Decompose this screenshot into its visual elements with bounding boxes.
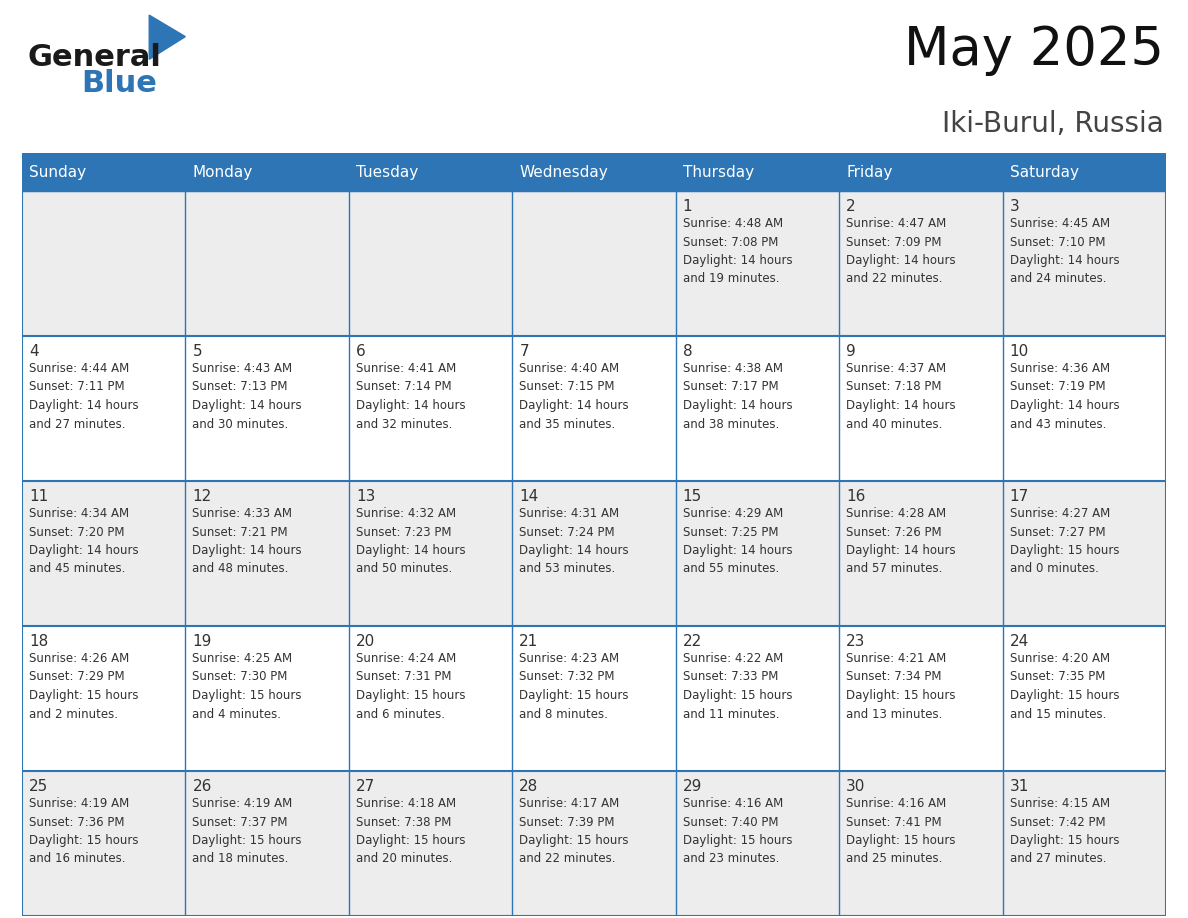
Text: Sunrise: 4:40 AM
Sunset: 7:15 PM
Daylight: 14 hours
and 35 minutes.: Sunrise: 4:40 AM Sunset: 7:15 PM Dayligh… <box>519 362 628 431</box>
Text: 14: 14 <box>519 489 538 504</box>
Text: Sunrise: 4:21 AM
Sunset: 7:34 PM
Daylight: 15 hours
and 13 minutes.: Sunrise: 4:21 AM Sunset: 7:34 PM Dayligh… <box>846 652 955 721</box>
Text: 10: 10 <box>1010 344 1029 359</box>
Text: 25: 25 <box>29 779 49 794</box>
Text: 2: 2 <box>846 199 855 214</box>
Text: 26: 26 <box>192 779 211 794</box>
Text: 5: 5 <box>192 344 202 359</box>
Text: Sunrise: 4:19 AM
Sunset: 7:37 PM
Daylight: 15 hours
and 18 minutes.: Sunrise: 4:19 AM Sunset: 7:37 PM Dayligh… <box>192 797 302 866</box>
Text: Sunrise: 4:36 AM
Sunset: 7:19 PM
Daylight: 14 hours
and 43 minutes.: Sunrise: 4:36 AM Sunset: 7:19 PM Dayligh… <box>1010 362 1119 431</box>
Text: Monday: Monday <box>192 164 253 180</box>
Text: 27: 27 <box>356 779 375 794</box>
Text: Sunrise: 4:37 AM
Sunset: 7:18 PM
Daylight: 14 hours
and 40 minutes.: Sunrise: 4:37 AM Sunset: 7:18 PM Dayligh… <box>846 362 956 431</box>
Text: Saturday: Saturday <box>1010 164 1079 180</box>
Text: Sunday: Sunday <box>29 164 86 180</box>
Text: May 2025: May 2025 <box>904 24 1164 76</box>
Text: 20: 20 <box>356 634 375 649</box>
Text: Sunrise: 4:22 AM
Sunset: 7:33 PM
Daylight: 15 hours
and 11 minutes.: Sunrise: 4:22 AM Sunset: 7:33 PM Dayligh… <box>683 652 792 721</box>
Text: Sunrise: 4:44 AM
Sunset: 7:11 PM
Daylight: 14 hours
and 27 minutes.: Sunrise: 4:44 AM Sunset: 7:11 PM Dayligh… <box>29 362 139 431</box>
Text: Sunrise: 4:16 AM
Sunset: 7:41 PM
Daylight: 15 hours
and 25 minutes.: Sunrise: 4:16 AM Sunset: 7:41 PM Dayligh… <box>846 797 955 866</box>
Text: Sunrise: 4:31 AM
Sunset: 7:24 PM
Daylight: 14 hours
and 53 minutes.: Sunrise: 4:31 AM Sunset: 7:24 PM Dayligh… <box>519 507 628 576</box>
Text: Sunrise: 4:48 AM
Sunset: 7:08 PM
Daylight: 14 hours
and 19 minutes.: Sunrise: 4:48 AM Sunset: 7:08 PM Dayligh… <box>683 217 792 285</box>
Text: Sunrise: 4:27 AM
Sunset: 7:27 PM
Daylight: 15 hours
and 0 minutes.: Sunrise: 4:27 AM Sunset: 7:27 PM Dayligh… <box>1010 507 1119 576</box>
Text: 31: 31 <box>1010 779 1029 794</box>
Bar <box>23 626 1165 771</box>
Bar <box>23 771 1165 916</box>
Text: Sunrise: 4:28 AM
Sunset: 7:26 PM
Daylight: 14 hours
and 57 minutes.: Sunrise: 4:28 AM Sunset: 7:26 PM Dayligh… <box>846 507 956 576</box>
Text: 17: 17 <box>1010 489 1029 504</box>
Text: Wednesday: Wednesday <box>519 164 608 180</box>
Bar <box>23 153 1165 191</box>
Text: Sunrise: 4:25 AM
Sunset: 7:30 PM
Daylight: 15 hours
and 4 minutes.: Sunrise: 4:25 AM Sunset: 7:30 PM Dayligh… <box>192 652 302 721</box>
Text: 29: 29 <box>683 779 702 794</box>
Bar <box>23 336 1165 481</box>
Text: 19: 19 <box>192 634 211 649</box>
Polygon shape <box>150 15 185 60</box>
Text: 4: 4 <box>29 344 39 359</box>
Text: Tuesday: Tuesday <box>356 164 418 180</box>
Text: 7: 7 <box>519 344 529 359</box>
Text: Sunrise: 4:17 AM
Sunset: 7:39 PM
Daylight: 15 hours
and 22 minutes.: Sunrise: 4:17 AM Sunset: 7:39 PM Dayligh… <box>519 797 628 866</box>
Text: 12: 12 <box>192 489 211 504</box>
Text: Sunrise: 4:23 AM
Sunset: 7:32 PM
Daylight: 15 hours
and 8 minutes.: Sunrise: 4:23 AM Sunset: 7:32 PM Dayligh… <box>519 652 628 721</box>
Bar <box>23 191 1165 336</box>
Text: Sunrise: 4:47 AM
Sunset: 7:09 PM
Daylight: 14 hours
and 22 minutes.: Sunrise: 4:47 AM Sunset: 7:09 PM Dayligh… <box>846 217 956 285</box>
Text: 6: 6 <box>356 344 366 359</box>
Text: 18: 18 <box>29 634 49 649</box>
Text: 16: 16 <box>846 489 866 504</box>
Text: 9: 9 <box>846 344 855 359</box>
Text: 11: 11 <box>29 489 49 504</box>
Text: Sunrise: 4:24 AM
Sunset: 7:31 PM
Daylight: 15 hours
and 6 minutes.: Sunrise: 4:24 AM Sunset: 7:31 PM Dayligh… <box>356 652 466 721</box>
Text: Sunrise: 4:33 AM
Sunset: 7:21 PM
Daylight: 14 hours
and 48 minutes.: Sunrise: 4:33 AM Sunset: 7:21 PM Dayligh… <box>192 507 302 576</box>
Text: Sunrise: 4:32 AM
Sunset: 7:23 PM
Daylight: 14 hours
and 50 minutes.: Sunrise: 4:32 AM Sunset: 7:23 PM Dayligh… <box>356 507 466 576</box>
Text: Sunrise: 4:18 AM
Sunset: 7:38 PM
Daylight: 15 hours
and 20 minutes.: Sunrise: 4:18 AM Sunset: 7:38 PM Dayligh… <box>356 797 466 866</box>
Text: 28: 28 <box>519 779 538 794</box>
Text: Sunrise: 4:45 AM
Sunset: 7:10 PM
Daylight: 14 hours
and 24 minutes.: Sunrise: 4:45 AM Sunset: 7:10 PM Dayligh… <box>1010 217 1119 285</box>
Text: Iki-Burul, Russia: Iki-Burul, Russia <box>942 110 1164 138</box>
Text: 13: 13 <box>356 489 375 504</box>
Text: Sunrise: 4:34 AM
Sunset: 7:20 PM
Daylight: 14 hours
and 45 minutes.: Sunrise: 4:34 AM Sunset: 7:20 PM Dayligh… <box>29 507 139 576</box>
Text: Blue: Blue <box>81 69 157 98</box>
Text: Sunrise: 4:15 AM
Sunset: 7:42 PM
Daylight: 15 hours
and 27 minutes.: Sunrise: 4:15 AM Sunset: 7:42 PM Dayligh… <box>1010 797 1119 866</box>
Text: Sunrise: 4:41 AM
Sunset: 7:14 PM
Daylight: 14 hours
and 32 minutes.: Sunrise: 4:41 AM Sunset: 7:14 PM Dayligh… <box>356 362 466 431</box>
Text: 8: 8 <box>683 344 693 359</box>
Text: 24: 24 <box>1010 634 1029 649</box>
Text: 15: 15 <box>683 489 702 504</box>
Text: 23: 23 <box>846 634 866 649</box>
Text: General: General <box>27 42 162 72</box>
Text: 3: 3 <box>1010 199 1019 214</box>
Text: 1: 1 <box>683 199 693 214</box>
Text: Sunrise: 4:19 AM
Sunset: 7:36 PM
Daylight: 15 hours
and 16 minutes.: Sunrise: 4:19 AM Sunset: 7:36 PM Dayligh… <box>29 797 139 866</box>
Bar <box>23 481 1165 626</box>
Text: 21: 21 <box>519 634 538 649</box>
Text: Sunrise: 4:43 AM
Sunset: 7:13 PM
Daylight: 14 hours
and 30 minutes.: Sunrise: 4:43 AM Sunset: 7:13 PM Dayligh… <box>192 362 302 431</box>
Text: Friday: Friday <box>846 164 892 180</box>
Text: 30: 30 <box>846 779 866 794</box>
Text: Sunrise: 4:38 AM
Sunset: 7:17 PM
Daylight: 14 hours
and 38 minutes.: Sunrise: 4:38 AM Sunset: 7:17 PM Dayligh… <box>683 362 792 431</box>
Text: Sunrise: 4:20 AM
Sunset: 7:35 PM
Daylight: 15 hours
and 15 minutes.: Sunrise: 4:20 AM Sunset: 7:35 PM Dayligh… <box>1010 652 1119 721</box>
Text: Thursday: Thursday <box>683 164 754 180</box>
Text: 22: 22 <box>683 634 702 649</box>
Text: Sunrise: 4:16 AM
Sunset: 7:40 PM
Daylight: 15 hours
and 23 minutes.: Sunrise: 4:16 AM Sunset: 7:40 PM Dayligh… <box>683 797 792 866</box>
Text: Sunrise: 4:29 AM
Sunset: 7:25 PM
Daylight: 14 hours
and 55 minutes.: Sunrise: 4:29 AM Sunset: 7:25 PM Dayligh… <box>683 507 792 576</box>
Text: Sunrise: 4:26 AM
Sunset: 7:29 PM
Daylight: 15 hours
and 2 minutes.: Sunrise: 4:26 AM Sunset: 7:29 PM Dayligh… <box>29 652 139 721</box>
